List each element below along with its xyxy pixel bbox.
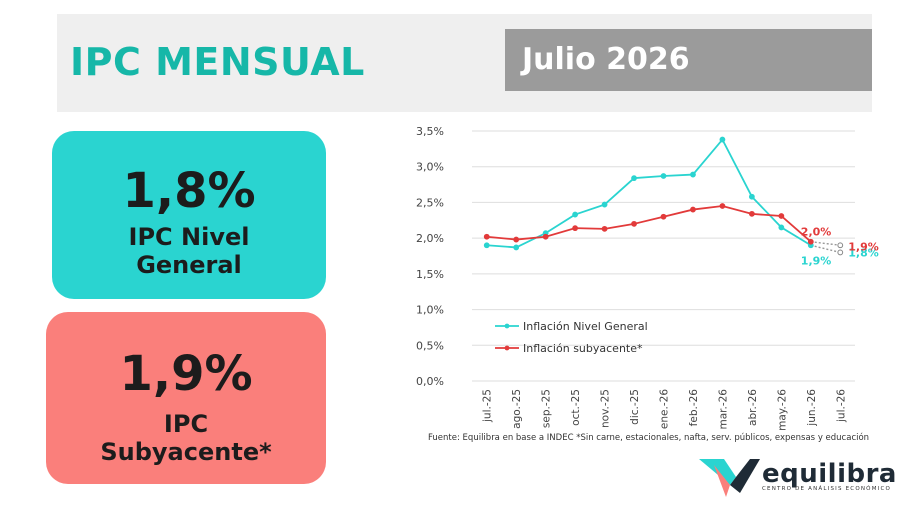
data-point [719, 136, 726, 143]
card-value: 1,9% [119, 346, 253, 402]
x-tick-label: nov.-25 [600, 389, 612, 428]
equilibra-logo-icon [699, 459, 760, 497]
data-point [778, 224, 785, 231]
data-point [807, 238, 814, 245]
card-ipc-general: 1,8% IPC Nivel General [52, 131, 326, 299]
data-label: 1,9% [801, 254, 832, 267]
data-point [690, 171, 696, 178]
x-tick-label: mar.-26 [717, 389, 729, 430]
x-tick-label: feb.-26 [688, 389, 700, 427]
y-tick-label: 1,5% [416, 268, 444, 281]
x-tick-label: jun.-26 [806, 389, 818, 427]
data-point [631, 175, 637, 182]
data-label: 2,0% [801, 226, 832, 239]
projection-line [810, 241, 841, 246]
legend-marker [504, 323, 510, 329]
legend-marker [504, 345, 510, 351]
data-point [572, 225, 579, 232]
data-point [483, 242, 490, 249]
card-ipc-subyacente: 1,9% IPC Subyacente* [46, 312, 326, 484]
data-point [513, 244, 520, 251]
x-tick-label: ene.-26 [659, 389, 671, 429]
data-label: 1,8% [848, 246, 879, 259]
x-tick-label: sep.-25 [541, 389, 553, 428]
data-point [837, 249, 844, 256]
data-label: 1,9% [848, 240, 879, 253]
legend-label: Inflación subyacente* [523, 342, 643, 355]
y-tick-label: 3,5% [416, 125, 444, 138]
x-tick-label: oct.-25 [570, 389, 582, 426]
data-point [748, 193, 755, 200]
card-value: 1,8% [122, 163, 256, 219]
x-tick-label: may.-26 [776, 389, 788, 431]
data-point [660, 213, 667, 220]
card-label-line1: IPC [163, 410, 209, 438]
series-line [486, 137, 812, 249]
data-point [690, 206, 696, 213]
data-point [837, 242, 844, 249]
card-label-line2: General [136, 251, 242, 280]
data-point [748, 210, 755, 217]
y-tick-label: 0,0% [416, 375, 444, 388]
y-tick-label: 1,0% [416, 304, 444, 317]
data-point [601, 225, 608, 232]
period-badge: Julio 2026 [505, 29, 872, 91]
card-label: IPC Nivel General [52, 223, 326, 280]
x-tick-label: abr.-26 [747, 389, 759, 426]
x-tick-label: ago.-25 [511, 389, 523, 429]
card-label-line1: IPC Nivel [128, 223, 250, 251]
data-point [719, 203, 726, 209]
data-point [778, 213, 785, 219]
data-point [542, 233, 549, 240]
y-tick-label: 2,5% [416, 196, 444, 209]
inflation-line-chart: 0,0% 0,5% 1,0% 1,5% 2,0% 2,5% 3,0% 3,5% jul.-25 a… [416, 125, 879, 431]
card-label-line2: Subyacente* [100, 438, 272, 467]
y-tick-label: 3,0% [416, 161, 444, 174]
y-tick-label: 2,0% [416, 232, 444, 245]
x-tick-label: jul.-25 [482, 389, 494, 423]
data-point [483, 233, 490, 240]
x-tick-label: dic.-25 [629, 389, 641, 425]
projection-line [810, 244, 841, 254]
source-note: Fuente: Equilibra en base a INDEC *Sin c… [428, 433, 870, 443]
data-point [513, 236, 520, 243]
logo-tagline: CENTRO DE ANÁLISIS ECONÓMICO [762, 486, 892, 492]
x-tick-label: jul.-26 [835, 389, 847, 423]
data-point [572, 211, 579, 218]
y-tick-label: 0,5% [416, 339, 444, 352]
data-point [601, 201, 608, 208]
card-label: IPC Subyacente* [46, 410, 326, 467]
logo-wordmark: equilibra [762, 459, 897, 489]
legend-label: Inflación Nivel General [523, 320, 648, 333]
page-title: IPC MENSUAL [70, 40, 365, 84]
data-point [660, 173, 667, 179]
series-line [486, 205, 812, 243]
data-point [631, 220, 637, 227]
